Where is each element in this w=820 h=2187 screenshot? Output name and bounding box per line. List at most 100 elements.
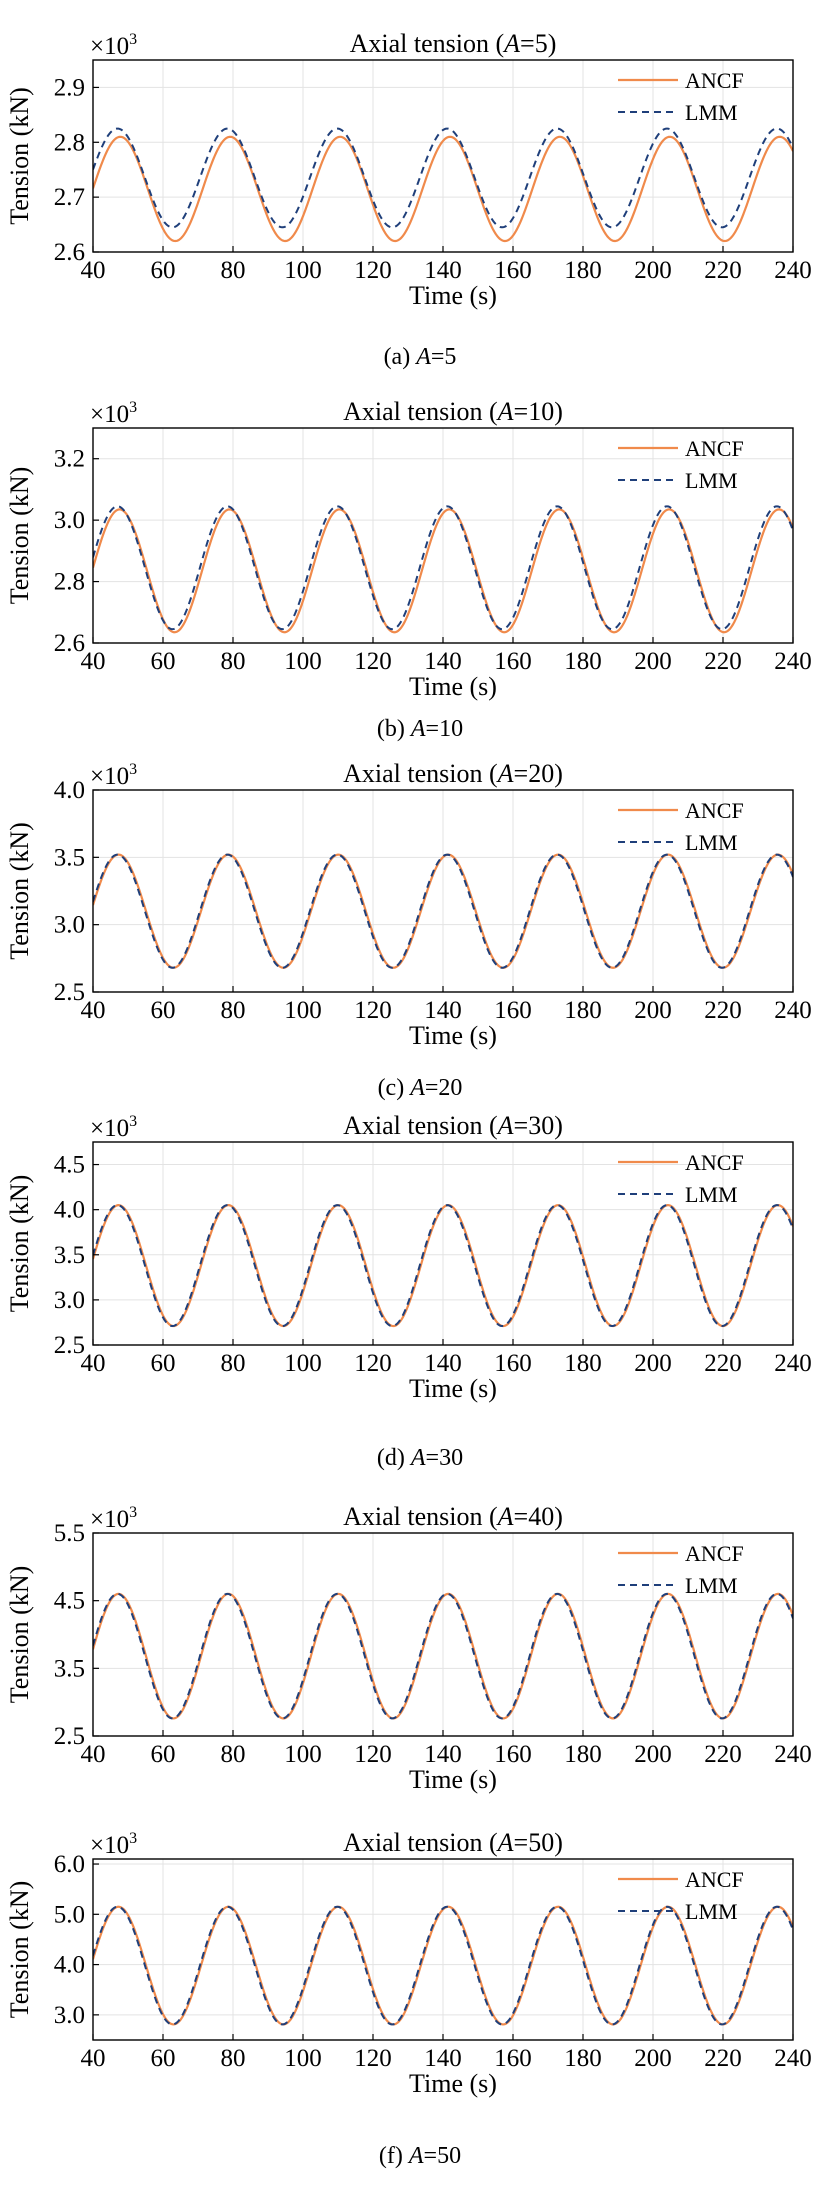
chart-title: Axial tension (A=50): [343, 1828, 563, 1857]
legend: ANCF LMM: [618, 436, 744, 493]
y-scale-multiplier: ×103: [90, 399, 137, 428]
series-line-lmm: [93, 127, 793, 229]
x-axis-title: Time (s): [409, 2069, 497, 2098]
y-scale-exponent: 3: [129, 31, 137, 48]
chart-panel-2: 40 60 80 100 120 140 160 180 200 220 240 2.6 2.8 3.0 3…: [5, 397, 812, 742]
y-tick-label: 4.5: [54, 1588, 85, 1615]
x-axis-title: Time (s): [409, 1374, 497, 1403]
y-axis-title: Tension (kN): [5, 822, 34, 960]
x-tick-label: 220: [704, 997, 742, 1024]
x-tick-label: 40: [81, 997, 106, 1024]
legend-label-ancf: ANCF: [685, 436, 744, 461]
chart-title-suffix: =30): [514, 1111, 563, 1140]
x-tick-label: 60: [151, 997, 176, 1024]
chart-title: Axial tension (A=5): [350, 29, 557, 58]
chart-title-var: A: [502, 29, 520, 58]
chart-title: Axial tension (A=20): [343, 759, 563, 788]
legend: ANCF LMM: [618, 1867, 744, 1924]
x-tick-label: 180: [564, 1741, 602, 1768]
chart-title-suffix: =50): [514, 1828, 563, 1857]
y-scale-multiplier: ×103: [90, 1113, 137, 1142]
chart-title-prefix: Axial tension (: [343, 1111, 498, 1140]
chart-title: Axial tension (A=30): [343, 1111, 563, 1140]
legend-label-ancf: ANCF: [685, 1541, 744, 1566]
chart-title-prefix: Axial tension (: [343, 759, 498, 788]
y-scale-multiplier: ×103: [90, 761, 137, 790]
y-scale-multiplier: ×103: [90, 1504, 137, 1533]
figure-caption-suffix: =20: [425, 1075, 463, 1101]
x-tick-label: 140: [424, 257, 462, 284]
chart-title-var: A: [496, 759, 514, 788]
x-tick-label: 220: [704, 257, 742, 284]
legend-label-ancf: ANCF: [685, 798, 744, 823]
chart-panel-6: 40 60 80 100 120 140 160 180 200 220 240 3.0 4.0 5.0 6…: [5, 1828, 812, 2169]
chart-title: Axial tension (A=40): [343, 1502, 563, 1531]
x-tick-label: 120: [354, 997, 392, 1024]
x-tick-label: 100: [284, 2045, 322, 2072]
x-tick-label: 100: [284, 648, 322, 675]
x-tick-label: 100: [284, 1741, 322, 1768]
figure-caption-prefix: (a): [384, 344, 417, 370]
x-tick-label: 60: [151, 257, 176, 284]
x-tick-label: 200: [634, 2045, 672, 2072]
x-tick-label: 100: [284, 1350, 322, 1377]
x-axis-title: Time (s): [409, 1021, 497, 1050]
y-tick-label: 3.2: [54, 446, 85, 473]
figure-caption-var: A: [409, 1445, 426, 1471]
y-axis-title: Tension (kN): [5, 1881, 34, 2019]
chart-panel-1: 40 60 80 100 120 140 160 180 200 220 240 2.6 2.7 2.8 2…: [5, 29, 812, 370]
chart-title-suffix: =20): [514, 759, 563, 788]
x-tick-label: 120: [354, 1350, 392, 1377]
y-tick-label: 2.8: [54, 569, 85, 596]
x-tick-label: 220: [704, 648, 742, 675]
x-tick-label: 160: [494, 257, 532, 284]
y-tick-label: 2.5: [54, 1332, 85, 1359]
x-tick-label: 240: [774, 1741, 812, 1768]
x-tick-label: 80: [221, 1741, 246, 1768]
y-tick-label: 2.7: [54, 184, 85, 211]
y-scale-base: ×10: [90, 1115, 129, 1142]
legend-label-ancf: ANCF: [685, 1867, 744, 1892]
x-tick-label: 160: [494, 1741, 532, 1768]
y-axis-title: Tension (kN): [5, 87, 34, 225]
x-tick-label: 200: [634, 1741, 672, 1768]
y-tick-label: 2.5: [54, 979, 85, 1006]
chart-panel-3: 40 60 80 100 120 140 160 180 200 220 240 2.5 3.0 3.5 4…: [5, 759, 812, 1101]
chart-title: Axial tension (A=10): [343, 397, 563, 426]
series-line-lmm: [93, 853, 793, 969]
legend: ANCF LMM: [618, 68, 744, 125]
y-axis-title: Tension (kN): [5, 1175, 34, 1313]
figure-caption-var: A: [407, 2143, 424, 2169]
legend-label-lmm: LMM: [685, 1899, 738, 1924]
x-tick-label: 180: [564, 648, 602, 675]
y-tick-label: 5.0: [54, 1901, 85, 1928]
x-tick-label: 100: [284, 997, 322, 1024]
x-tick-label: 200: [634, 257, 672, 284]
x-tick-label: 160: [494, 997, 532, 1024]
x-tick-label: 60: [151, 1741, 176, 1768]
chart-title-prefix: Axial tension (: [350, 29, 505, 58]
y-tick-label: 3.0: [54, 912, 85, 939]
x-tick-label: 160: [494, 648, 532, 675]
x-tick-label: 240: [774, 2045, 812, 2072]
y-scale-base: ×10: [90, 33, 129, 60]
x-tick-label: 120: [354, 1741, 392, 1768]
x-tick-label: 40: [81, 648, 106, 675]
y-tick-label: 3.0: [54, 1287, 85, 1314]
y-tick-label: 2.9: [54, 74, 85, 101]
x-tick-label: 240: [774, 1350, 812, 1377]
chart-title-var: A: [496, 1502, 514, 1531]
figure-caption-suffix: =10: [426, 716, 464, 742]
y-axis-title: Tension (kN): [5, 1566, 34, 1704]
y-tick-label: 3.0: [54, 2002, 85, 2029]
x-tick-label: 80: [221, 997, 246, 1024]
y-scale-base: ×10: [90, 1506, 129, 1533]
x-tick-label: 140: [424, 2045, 462, 2072]
x-tick-label: 220: [704, 1741, 742, 1768]
x-tick-label: 160: [494, 2045, 532, 2072]
y-scale-exponent: 3: [129, 761, 137, 778]
figure-caption: (f) A=50: [379, 2143, 461, 2169]
y-tick-label: 2.6: [54, 630, 85, 657]
chart-title-var: A: [496, 397, 514, 426]
